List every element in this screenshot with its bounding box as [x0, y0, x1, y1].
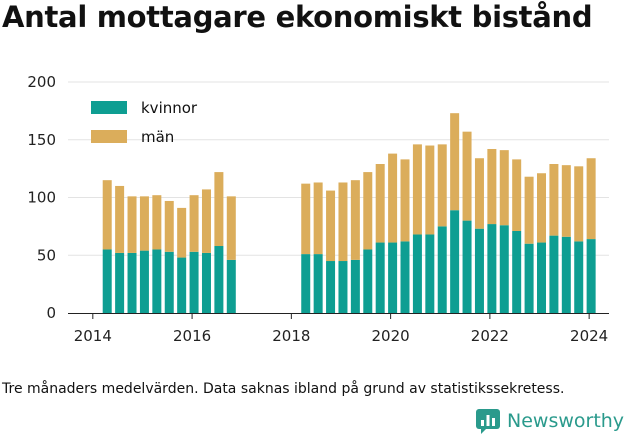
bar-man — [574, 166, 584, 242]
bar-kvinnor — [499, 225, 509, 313]
bar-kvinnor — [536, 242, 546, 313]
brand-name: Newsworthy — [507, 410, 625, 432]
bar-kvinnor — [189, 251, 199, 313]
bar-man — [450, 113, 460, 211]
bar-kvinnor — [201, 252, 211, 313]
bar-man — [437, 144, 447, 227]
bar-man — [474, 158, 484, 229]
bar-kvinnor — [350, 259, 360, 313]
x-tick-label: 2018 — [272, 327, 310, 345]
chart-caption: Tre månaders medelvärden. Data saknas ib… — [2, 381, 565, 397]
bar-man — [139, 196, 149, 251]
bar-kvinnor — [512, 230, 522, 313]
bar-kvinnor — [326, 261, 336, 313]
bar-kvinnor — [139, 250, 149, 313]
bar-kvinnor — [574, 241, 584, 313]
bar-man — [177, 207, 187, 258]
bar-man — [536, 173, 546, 243]
bar-man — [375, 164, 385, 243]
bar-kvinnor — [524, 243, 534, 313]
bar-kvinnor — [152, 249, 162, 313]
bar-man — [326, 190, 336, 262]
bar-kvinnor — [115, 252, 125, 313]
newsworthy-logo-icon — [476, 409, 500, 434]
bar-man — [338, 182, 348, 262]
bar-kvinnor — [388, 242, 398, 313]
bar-man — [102, 180, 112, 250]
bar-man — [201, 189, 211, 253]
bar-man — [350, 180, 360, 260]
bar-kvinnor — [214, 246, 224, 313]
bar-man — [499, 150, 509, 226]
legend-label-man: män — [141, 128, 174, 146]
bar-kvinnor — [549, 235, 559, 313]
legend-swatch-kvinnor — [91, 101, 127, 114]
bar-kvinnor — [102, 249, 112, 313]
bar-kvinnor — [561, 236, 571, 313]
bar-man — [462, 131, 472, 221]
bar-man — [363, 172, 373, 250]
bar-man — [214, 172, 224, 247]
bar-kvinnor — [375, 242, 385, 313]
chart-title: Antal mottagare ekonomiskt bistånd — [2, 0, 593, 34]
y-tick-label: 100 — [27, 189, 56, 207]
x-tick-label: 2020 — [372, 327, 410, 345]
bar-kvinnor — [474, 228, 484, 313]
bar-kvinnor — [450, 210, 460, 313]
bar-man — [164, 200, 174, 252]
bar-kvinnor — [177, 257, 187, 313]
bar-kvinnor — [226, 259, 236, 313]
bar-man — [586, 158, 596, 240]
bar-kvinnor — [487, 224, 497, 313]
bar-kvinnor — [412, 234, 422, 313]
bar-kvinnor — [127, 252, 137, 313]
bar-man — [388, 153, 398, 243]
bar-kvinnor — [301, 254, 311, 313]
bar-man — [226, 196, 236, 260]
bar-man — [549, 164, 559, 236]
x-tick-label: 2016 — [173, 327, 211, 345]
bar-man — [412, 144, 422, 235]
bar-man — [400, 159, 410, 242]
bar-man — [115, 185, 125, 253]
bar-kvinnor — [462, 220, 472, 313]
bar-man — [313, 182, 323, 255]
bar-man — [152, 195, 162, 250]
y-tick-label: 200 — [27, 73, 56, 91]
y-tick-label: 150 — [27, 131, 56, 149]
bar-kvinnor — [425, 234, 435, 313]
bar-man — [487, 148, 497, 225]
bar-man — [524, 176, 534, 244]
legend-label-kvinnor: kvinnor — [141, 99, 198, 117]
bar-man — [189, 195, 199, 252]
bar-kvinnor — [437, 226, 447, 313]
bar-man — [512, 159, 522, 231]
bar-kvinnor — [363, 249, 373, 313]
bar-man — [301, 183, 311, 255]
legend-swatch-man — [91, 130, 127, 143]
bar-man — [425, 145, 435, 235]
bar-kvinnor — [586, 239, 596, 313]
bar-man — [127, 196, 137, 253]
brand-logo: Newsworthy — [475, 408, 624, 434]
bar-kvinnor — [313, 254, 323, 313]
x-tick-label: 2024 — [570, 327, 608, 345]
y-tick-label: 0 — [46, 304, 56, 322]
x-tick-label: 2014 — [74, 327, 112, 345]
bar-man — [561, 165, 571, 237]
x-tick-label: 2022 — [471, 327, 509, 345]
y-tick-label: 50 — [37, 246, 56, 264]
bar-kvinnor — [400, 241, 410, 313]
bar-kvinnor — [164, 251, 174, 313]
bar-kvinnor — [338, 261, 348, 313]
